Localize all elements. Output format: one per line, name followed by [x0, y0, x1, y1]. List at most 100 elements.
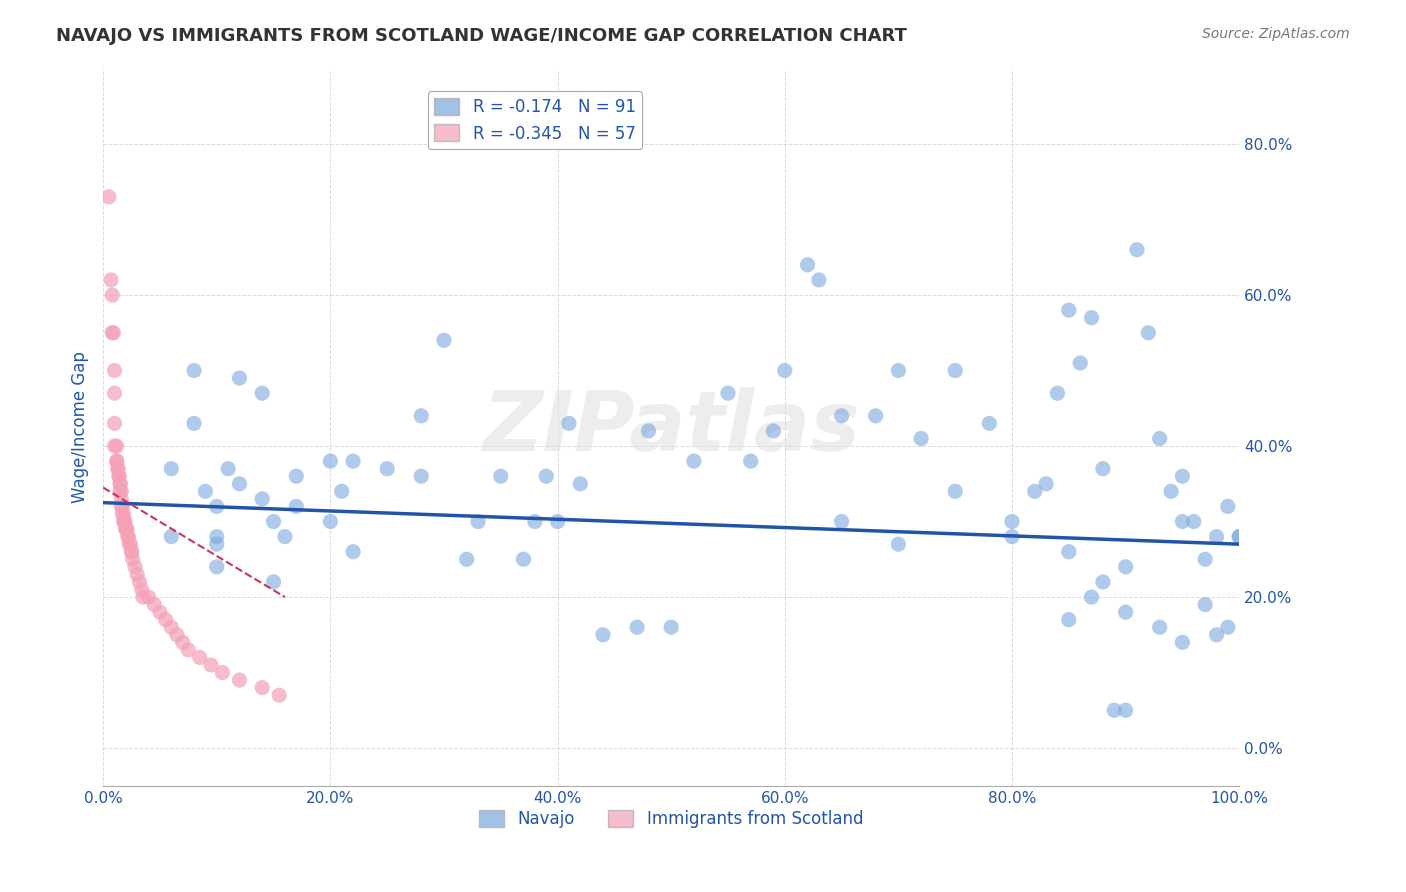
Immigrants from Scotland — [115, 522, 138, 536]
Text: NAVAJO VS IMMIGRANTS FROM SCOTLAND WAGE/INCOME GAP CORRELATION CHART: NAVAJO VS IMMIGRANTS FROM SCOTLAND WAGE/… — [56, 27, 907, 45]
Navajo — [183, 363, 205, 377]
Immigrants from Scotland — [117, 530, 139, 544]
Navajo — [263, 574, 285, 589]
Navajo — [1115, 605, 1137, 619]
Navajo — [1080, 310, 1102, 325]
Navajo — [592, 628, 614, 642]
Navajo — [228, 476, 250, 491]
Navajo — [319, 515, 342, 529]
Immigrants from Scotland — [97, 190, 120, 204]
Immigrants from Scotland — [121, 552, 143, 566]
Immigrants from Scotland — [107, 461, 129, 475]
Navajo — [773, 363, 796, 377]
Immigrants from Scotland — [124, 559, 146, 574]
Navajo — [1194, 598, 1216, 612]
Navajo — [807, 273, 830, 287]
Navajo — [943, 363, 966, 377]
Immigrants from Scotland — [127, 567, 149, 582]
Immigrants from Scotland — [110, 500, 132, 514]
Navajo — [1227, 530, 1250, 544]
Navajo — [342, 454, 364, 468]
Immigrants from Scotland — [177, 643, 200, 657]
Navajo — [285, 500, 308, 514]
Immigrants from Scotland — [166, 628, 188, 642]
Navajo — [411, 469, 433, 483]
Navajo — [865, 409, 887, 423]
Navajo — [943, 484, 966, 499]
Immigrants from Scotland — [120, 537, 142, 551]
Navajo — [250, 386, 273, 401]
Immigrants from Scotland — [103, 326, 125, 340]
Navajo — [887, 537, 910, 551]
Text: Source: ZipAtlas.com: Source: ZipAtlas.com — [1202, 27, 1350, 41]
Navajo — [228, 371, 250, 385]
Immigrants from Scotland — [149, 605, 172, 619]
Navajo — [534, 469, 557, 483]
Navajo — [160, 461, 183, 475]
Navajo — [1194, 552, 1216, 566]
Navajo — [1216, 620, 1239, 634]
Immigrants from Scotland — [114, 515, 136, 529]
Immigrants from Scotland — [188, 650, 211, 665]
Immigrants from Scotland — [211, 665, 233, 680]
Navajo — [1001, 515, 1024, 529]
Navajo — [1149, 432, 1171, 446]
Navajo — [1160, 484, 1182, 499]
Navajo — [762, 424, 785, 438]
Navajo — [1227, 530, 1250, 544]
Immigrants from Scotland — [108, 476, 131, 491]
Immigrants from Scotland — [108, 484, 131, 499]
Immigrants from Scotland — [112, 507, 135, 521]
Navajo — [1216, 500, 1239, 514]
Navajo — [683, 454, 706, 468]
Navajo — [626, 620, 648, 634]
Navajo — [263, 515, 285, 529]
Navajo — [1080, 590, 1102, 604]
Immigrants from Scotland — [172, 635, 194, 649]
Immigrants from Scotland — [105, 454, 128, 468]
Navajo — [1126, 243, 1149, 257]
Navajo — [205, 537, 228, 551]
Immigrants from Scotland — [101, 288, 124, 302]
Immigrants from Scotland — [105, 454, 128, 468]
Immigrants from Scotland — [138, 590, 160, 604]
Navajo — [910, 432, 932, 446]
Navajo — [979, 417, 1001, 431]
Navajo — [411, 409, 433, 423]
Navajo — [1102, 703, 1125, 717]
Navajo — [250, 491, 273, 506]
Navajo — [831, 409, 853, 423]
Navajo — [717, 386, 740, 401]
Immigrants from Scotland — [101, 326, 124, 340]
Navajo — [183, 417, 205, 431]
Immigrants from Scotland — [121, 545, 143, 559]
Navajo — [740, 454, 762, 468]
Navajo — [160, 530, 183, 544]
Navajo — [796, 258, 818, 272]
Immigrants from Scotland — [118, 537, 141, 551]
Navajo — [887, 363, 910, 377]
Navajo — [1171, 635, 1194, 649]
Navajo — [1057, 303, 1080, 318]
Navajo — [1024, 484, 1046, 499]
Navajo — [831, 515, 853, 529]
Navajo — [274, 530, 297, 544]
Navajo — [1069, 356, 1091, 370]
Navajo — [433, 334, 456, 348]
Navajo — [637, 424, 659, 438]
Navajo — [375, 461, 398, 475]
Navajo — [1046, 386, 1069, 401]
Navajo — [1205, 530, 1227, 544]
Immigrants from Scotland — [131, 582, 153, 597]
Navajo — [1091, 461, 1114, 475]
Navajo — [1205, 628, 1227, 642]
Navajo — [523, 515, 546, 529]
Immigrants from Scotland — [112, 515, 135, 529]
Immigrants from Scotland — [228, 673, 250, 687]
Navajo — [205, 500, 228, 514]
Navajo — [1035, 476, 1057, 491]
Navajo — [194, 484, 217, 499]
Navajo — [205, 559, 228, 574]
Navajo — [217, 461, 239, 475]
Legend: Navajo, Immigrants from Scotland: Navajo, Immigrants from Scotland — [472, 804, 870, 835]
